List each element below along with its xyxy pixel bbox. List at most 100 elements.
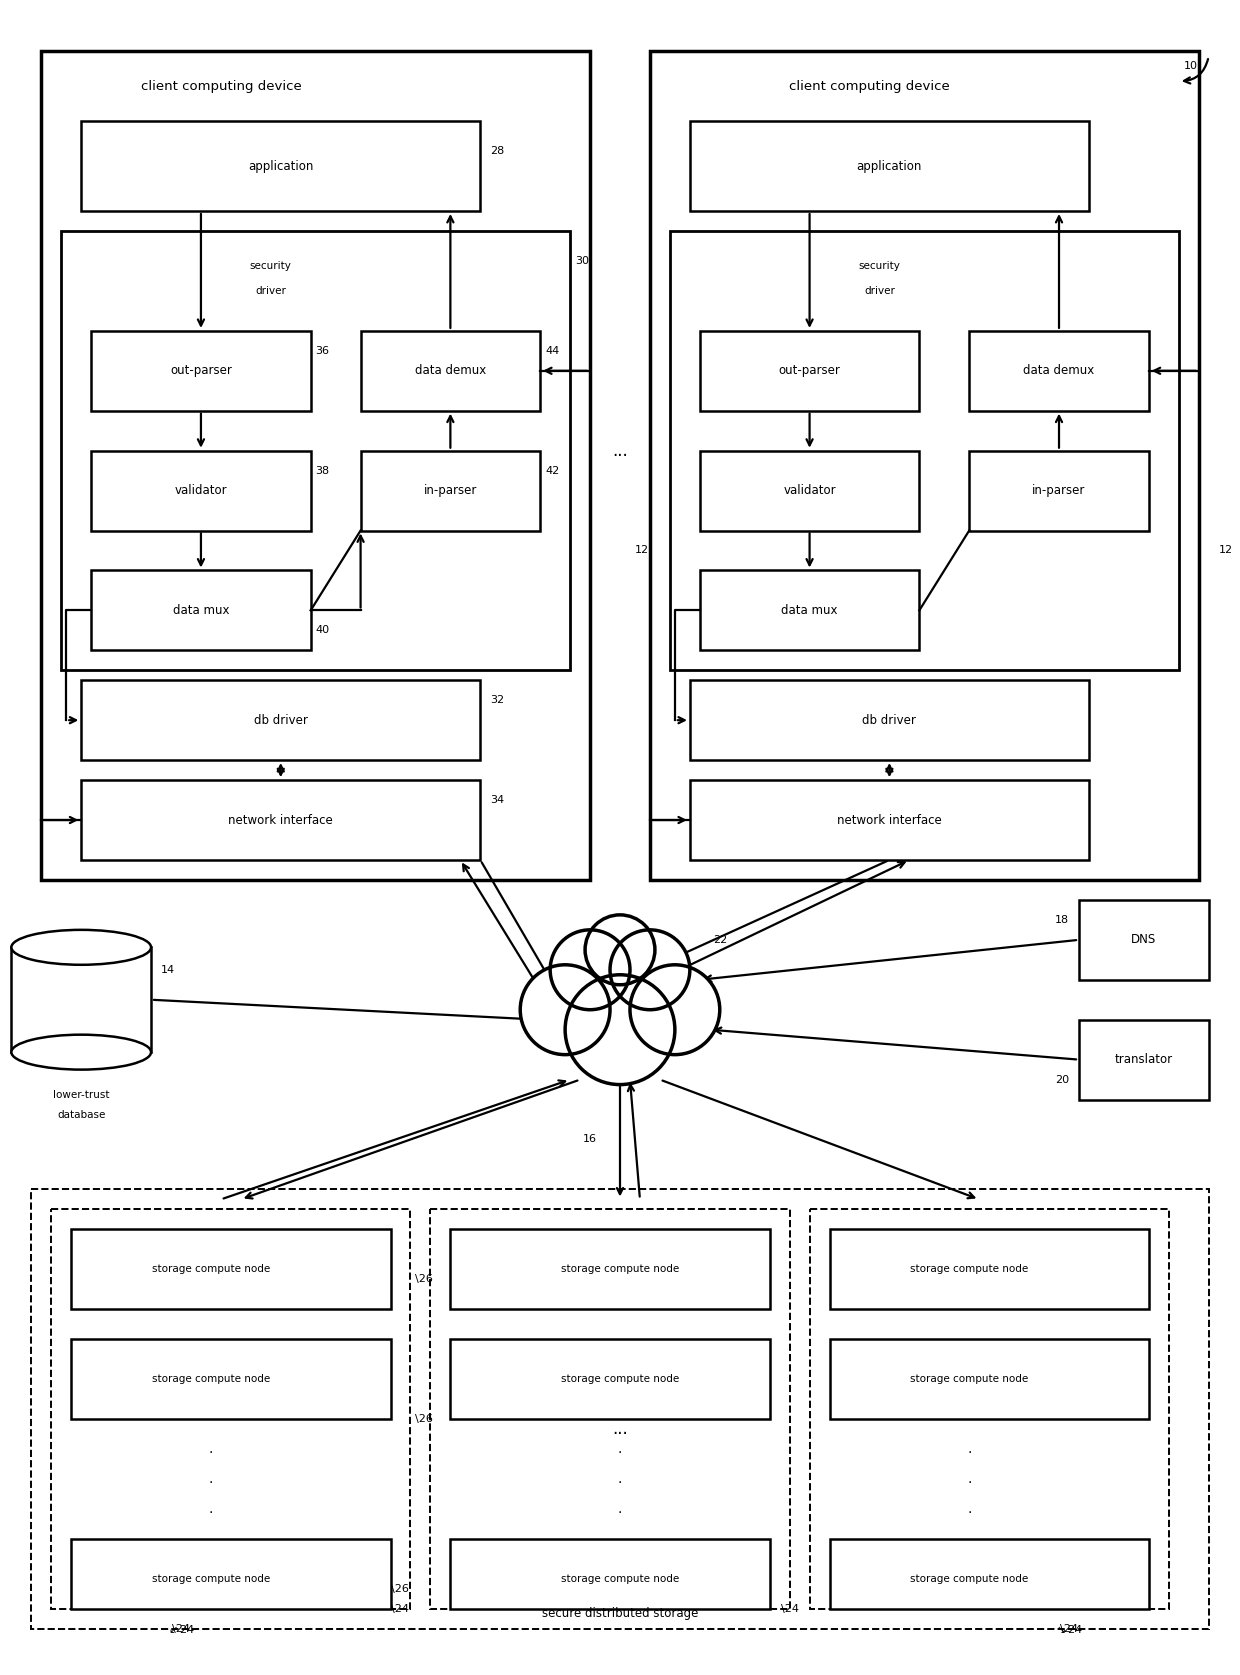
Bar: [689, 781, 1089, 859]
Text: secure distributed storage: secure distributed storage: [542, 1608, 698, 1620]
Text: \26: \26: [415, 1275, 433, 1285]
Text: in-parser: in-parser: [1033, 484, 1086, 497]
Text: application: application: [248, 159, 314, 173]
Bar: [81, 781, 480, 859]
Bar: [71, 1340, 391, 1419]
Bar: [699, 451, 919, 531]
Text: 28: 28: [490, 146, 505, 156]
Text: validator: validator: [784, 484, 836, 497]
Text: 38: 38: [316, 466, 330, 476]
Text: data mux: data mux: [172, 605, 229, 616]
Bar: [450, 1340, 770, 1419]
Text: 40: 40: [316, 625, 330, 635]
Text: storage compute node: storage compute node: [910, 1265, 1028, 1275]
Text: $\searrow$24: $\searrow$24: [1054, 1623, 1084, 1635]
Bar: [699, 571, 919, 650]
Bar: [670, 231, 1179, 670]
Bar: [689, 680, 1089, 760]
Bar: [650, 52, 1199, 879]
Bar: [361, 332, 541, 410]
Bar: [810, 1209, 1169, 1608]
Ellipse shape: [11, 1035, 151, 1070]
Text: 32: 32: [490, 695, 505, 705]
Text: data demux: data demux: [1023, 363, 1095, 377]
Bar: [450, 1539, 770, 1608]
Text: validator: validator: [175, 484, 227, 497]
Bar: [970, 332, 1148, 410]
Text: 12: 12: [1219, 546, 1233, 556]
Text: database: database: [57, 1109, 105, 1119]
Circle shape: [521, 965, 610, 1055]
Text: out-parser: out-parser: [170, 363, 232, 377]
Text: 42: 42: [546, 466, 559, 476]
Text: data mux: data mux: [781, 605, 838, 616]
Text: 12: 12: [635, 546, 649, 556]
Bar: [61, 231, 570, 670]
Bar: [830, 1340, 1148, 1419]
Text: 34: 34: [490, 796, 505, 806]
Text: storage compute node: storage compute node: [560, 1265, 680, 1275]
Text: out-parser: out-parser: [779, 363, 841, 377]
Bar: [450, 1229, 770, 1310]
Bar: [81, 121, 480, 211]
Text: \24: \24: [392, 1603, 409, 1613]
Text: .: .: [208, 1502, 213, 1516]
Text: DNS: DNS: [1131, 933, 1157, 946]
Text: security: security: [858, 261, 900, 271]
Text: .: .: [967, 1472, 971, 1486]
Text: 22: 22: [713, 935, 727, 945]
Text: .: .: [967, 1502, 971, 1516]
Text: storage compute node: storage compute node: [910, 1374, 1028, 1384]
Circle shape: [585, 915, 655, 985]
Text: .: .: [208, 1442, 213, 1456]
Text: network interface: network interface: [837, 814, 941, 826]
Text: storage compute node: storage compute node: [151, 1265, 270, 1275]
Circle shape: [630, 965, 719, 1055]
Circle shape: [551, 930, 630, 1010]
Bar: [430, 1209, 790, 1608]
Text: .: .: [967, 1442, 971, 1456]
Bar: [699, 332, 919, 410]
Text: storage compute node: storage compute node: [560, 1374, 680, 1384]
Bar: [31, 1189, 1209, 1628]
Bar: [92, 571, 311, 650]
Text: data demux: data demux: [414, 363, 486, 377]
Text: 20: 20: [1055, 1075, 1069, 1085]
Bar: [970, 451, 1148, 531]
Text: \24: \24: [781, 1603, 799, 1613]
Text: \26: \26: [415, 1414, 433, 1424]
Text: .: .: [208, 1472, 213, 1486]
Bar: [830, 1229, 1148, 1310]
Circle shape: [610, 930, 689, 1010]
Text: network interface: network interface: [228, 814, 334, 826]
Text: storage compute node: storage compute node: [151, 1574, 270, 1585]
Text: storage compute node: storage compute node: [151, 1374, 270, 1384]
Ellipse shape: [11, 930, 151, 965]
Text: $\swarrow$24: $\swarrow$24: [166, 1623, 196, 1635]
Text: db driver: db driver: [254, 714, 308, 727]
Bar: [51, 1209, 410, 1608]
Text: 44: 44: [546, 345, 559, 355]
Text: lower-trust: lower-trust: [53, 1089, 109, 1099]
Text: 10: 10: [1184, 62, 1198, 72]
Bar: [1079, 899, 1209, 980]
Text: client computing device: client computing device: [789, 80, 950, 92]
Circle shape: [565, 975, 675, 1085]
Text: 18: 18: [1055, 915, 1069, 925]
Text: .: .: [618, 1502, 622, 1516]
Text: driver: driver: [864, 286, 895, 296]
Bar: [92, 451, 311, 531]
Text: \26: \26: [391, 1585, 408, 1593]
Text: 16: 16: [583, 1134, 598, 1144]
Bar: [71, 1229, 391, 1310]
Bar: [11, 948, 151, 1052]
Bar: [81, 680, 480, 760]
Text: driver: driver: [255, 286, 286, 296]
Bar: [361, 451, 541, 531]
Text: security: security: [249, 261, 291, 271]
Text: 14: 14: [161, 965, 175, 975]
Text: 30: 30: [575, 256, 589, 266]
Text: storage compute node: storage compute node: [910, 1574, 1028, 1585]
Text: storage compute node: storage compute node: [560, 1574, 680, 1585]
Text: in-parser: in-parser: [424, 484, 477, 497]
